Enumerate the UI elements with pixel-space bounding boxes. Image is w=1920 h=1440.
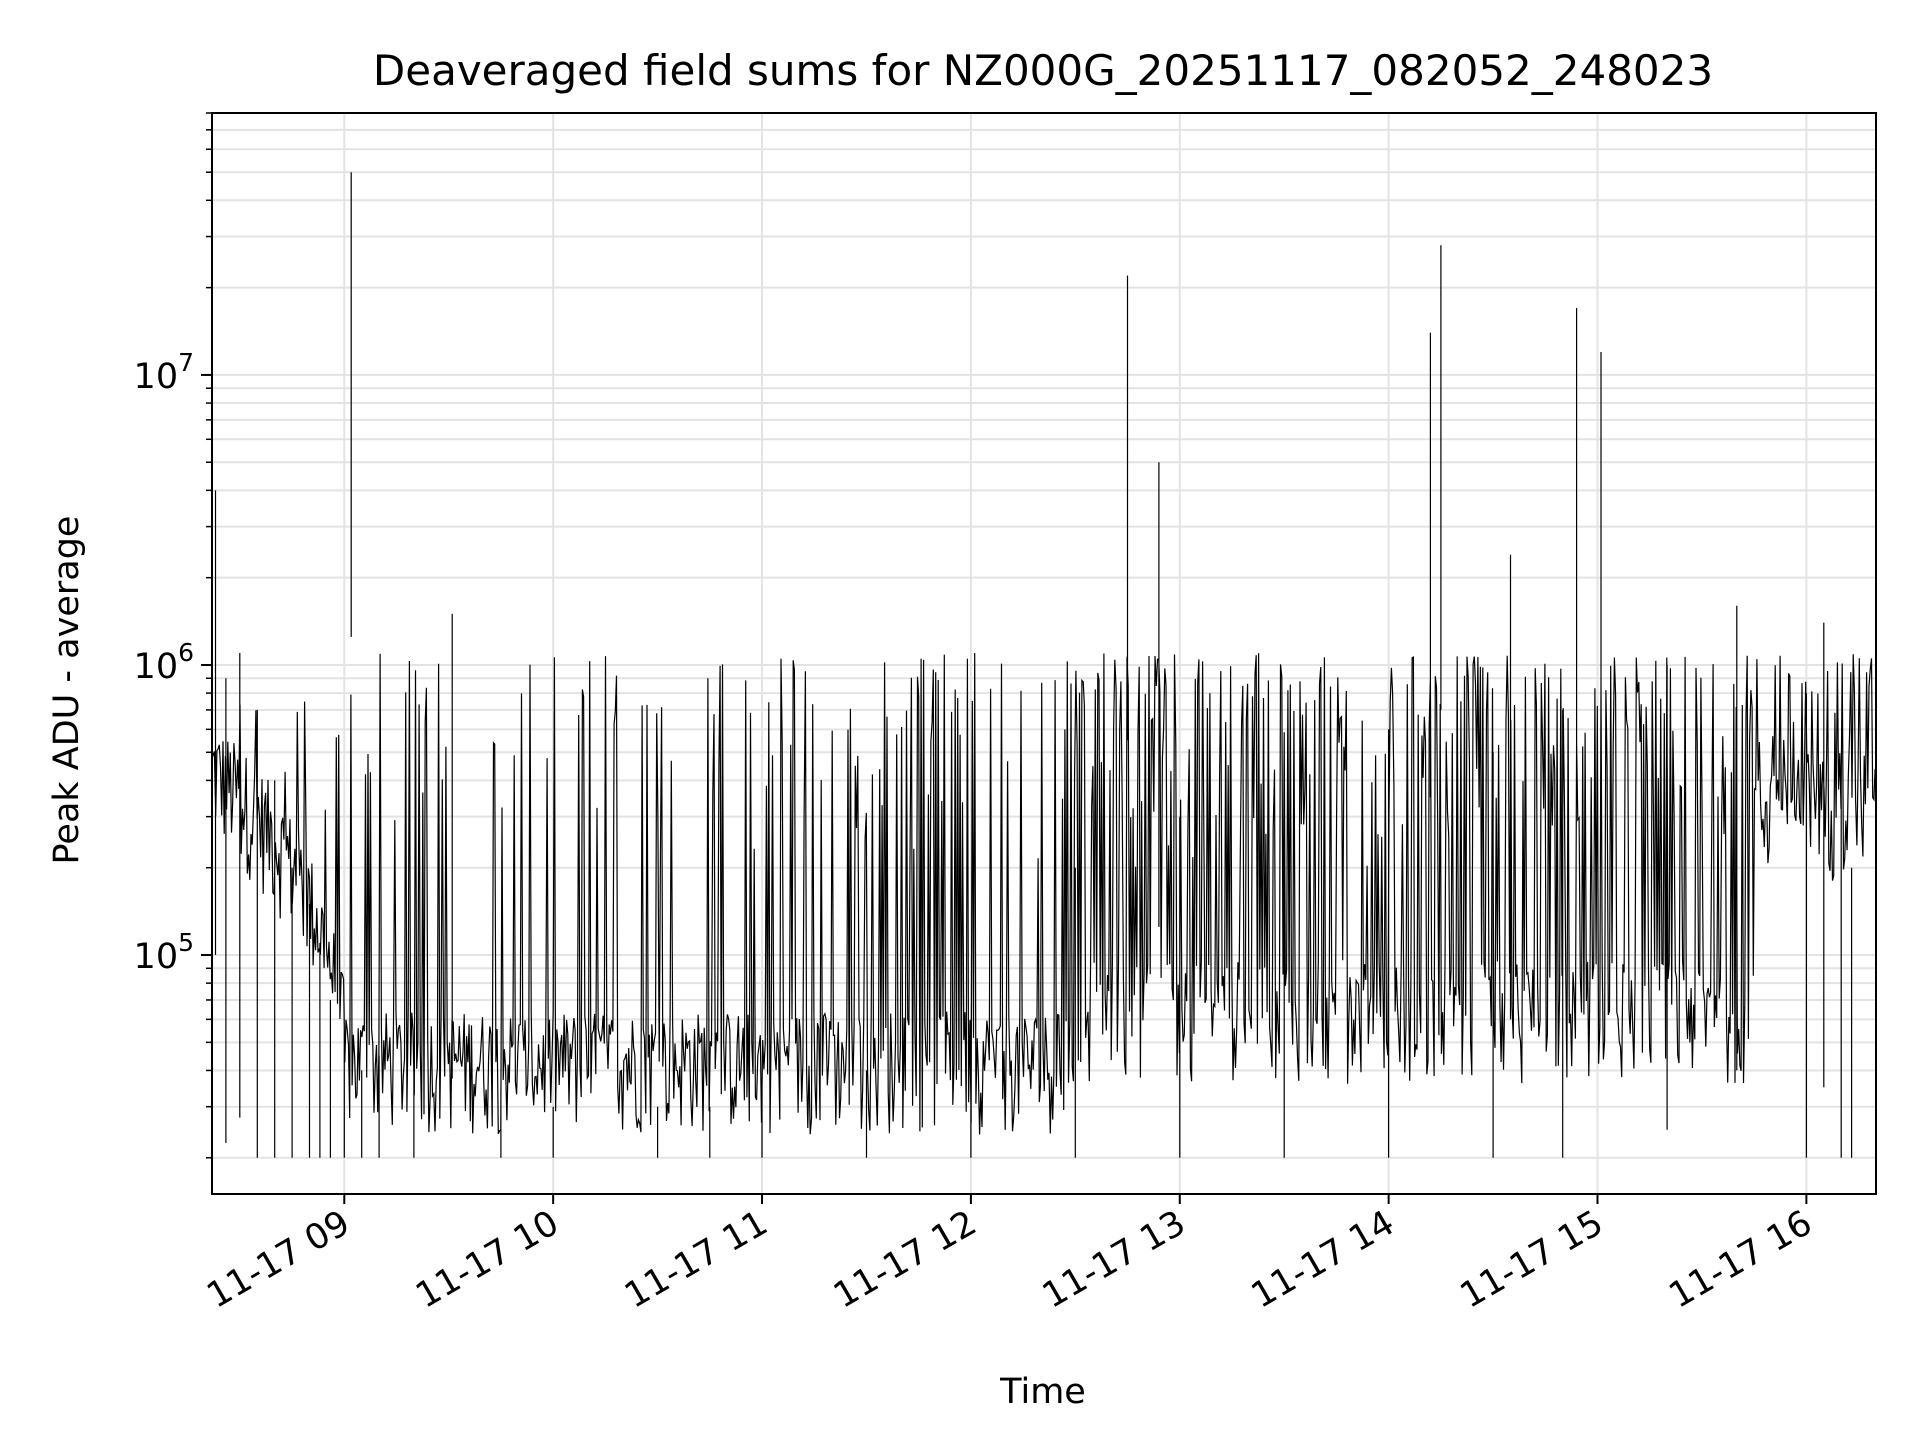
x-axis-label: Time — [999, 1372, 1086, 1412]
y-axis: 105 106 107 — [134, 112, 212, 1159]
plot-frame — [211, 112, 1877, 1195]
x-tick-label: 11-17 15 — [1454, 1203, 1610, 1316]
y-axis-label: Peak ADU - average — [47, 516, 87, 865]
x-tick-label: 11-17 13 — [1036, 1203, 1192, 1316]
grid — [212, 112, 1876, 1194]
x-axis: 11-17 09 11-17 10 11-17 11 11-17 12 11-17 13… — [200, 1194, 1819, 1316]
x-tick-label: 11-17 12 — [827, 1203, 983, 1316]
x-tick-label: 11-17 09 — [200, 1203, 356, 1316]
x-tick-label: 11-17 11 — [618, 1203, 774, 1316]
y-tick-label: 107 — [134, 348, 194, 397]
series-line-group — [211, 172, 1877, 1158]
chart-title: Deaveraged field sums for NZ000G_2025111… — [373, 46, 1713, 95]
x-tick-label: 11-17 14 — [1245, 1203, 1401, 1316]
y-tick-label: 106 — [134, 638, 194, 687]
y-tick-label: 105 — [134, 928, 194, 977]
x-tick-label: 11-17 16 — [1663, 1203, 1819, 1316]
x-tick-label: 11-17 10 — [409, 1203, 565, 1316]
series-line — [211, 172, 1877, 1158]
